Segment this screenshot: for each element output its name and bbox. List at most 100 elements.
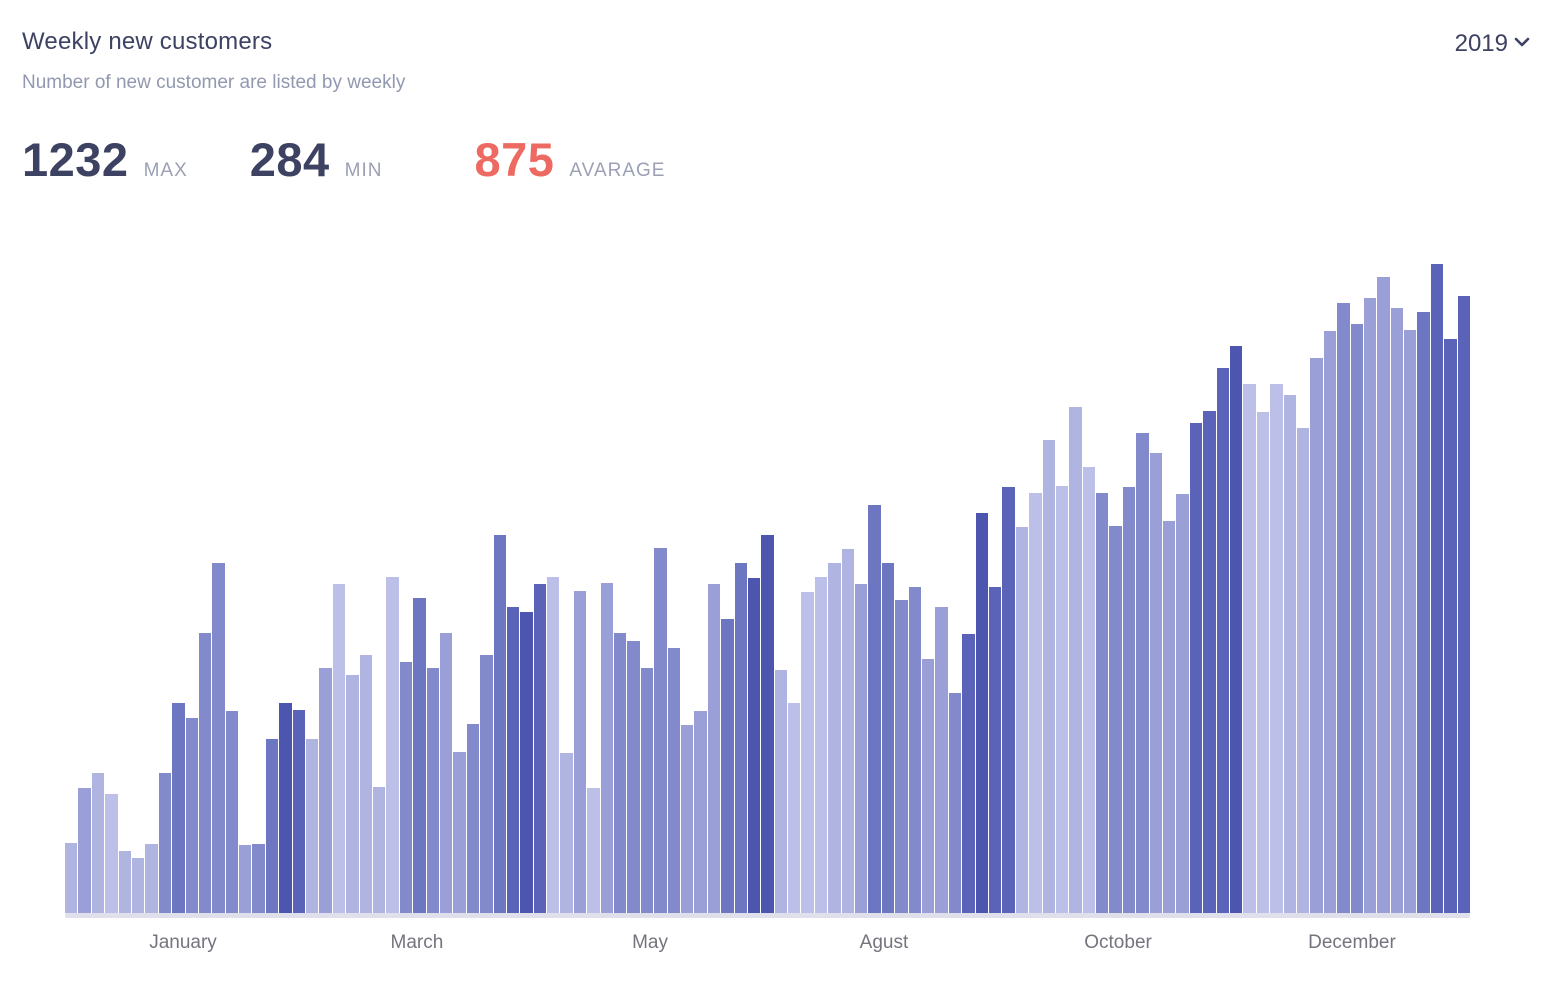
bar[interactable] <box>1229 346 1243 913</box>
bar[interactable] <box>1296 428 1310 913</box>
bar[interactable] <box>1377 277 1390 913</box>
bar[interactable] <box>1310 358 1323 913</box>
bar[interactable] <box>975 513 988 913</box>
bar[interactable] <box>185 718 198 913</box>
bar[interactable] <box>306 739 319 913</box>
bar[interactable] <box>212 563 225 913</box>
bar[interactable] <box>801 592 814 913</box>
bar[interactable] <box>158 773 172 913</box>
bar[interactable] <box>1283 395 1296 913</box>
bar[interactable] <box>988 587 1002 913</box>
bar[interactable] <box>1042 440 1055 913</box>
bar[interactable] <box>346 675 359 913</box>
bar[interactable] <box>841 549 855 913</box>
bar[interactable] <box>573 591 587 913</box>
bar[interactable] <box>399 662 413 913</box>
bar[interactable] <box>1136 433 1149 913</box>
bar[interactable] <box>466 724 480 913</box>
bar[interactable] <box>1189 423 1203 913</box>
bar[interactable] <box>533 584 547 913</box>
bar[interactable] <box>560 753 573 913</box>
bar[interactable] <box>654 548 667 913</box>
bar[interactable] <box>1096 493 1109 913</box>
bar[interactable] <box>493 535 506 913</box>
bar[interactable] <box>694 711 707 913</box>
bar[interactable] <box>506 607 520 913</box>
bar[interactable] <box>895 600 908 913</box>
bar[interactable] <box>372 787 386 913</box>
bar[interactable] <box>1337 303 1350 913</box>
bar[interactable] <box>707 584 721 913</box>
bar[interactable] <box>279 703 292 913</box>
bar[interactable] <box>225 711 239 913</box>
bar[interactable] <box>1015 527 1029 913</box>
bar[interactable] <box>868 505 881 913</box>
bar[interactable] <box>198 633 212 913</box>
bar[interactable] <box>78 788 91 913</box>
bar[interactable] <box>547 577 560 913</box>
bar[interactable] <box>292 710 306 913</box>
bar[interactable] <box>881 563 895 913</box>
bar[interactable] <box>1055 486 1069 913</box>
bar[interactable] <box>265 739 279 913</box>
bar[interactable] <box>453 752 466 913</box>
bar[interactable] <box>600 583 614 913</box>
bar[interactable] <box>1002 487 1015 913</box>
bar[interactable] <box>1430 264 1444 913</box>
bar[interactable] <box>413 598 426 913</box>
bar[interactable] <box>1176 494 1189 913</box>
bar[interactable] <box>1350 324 1363 913</box>
bar[interactable] <box>774 670 788 913</box>
bar[interactable] <box>145 844 158 913</box>
bar[interactable] <box>788 703 801 913</box>
year-dropdown[interactable]: 2019 <box>1455 28 1532 59</box>
bar[interactable] <box>1256 412 1270 913</box>
bar[interactable] <box>1149 453 1163 913</box>
bar[interactable] <box>386 577 399 913</box>
bar[interactable] <box>480 655 493 913</box>
bar[interactable] <box>935 607 948 913</box>
bar[interactable] <box>1029 493 1042 913</box>
bar[interactable] <box>922 659 935 913</box>
bar[interactable] <box>252 844 265 913</box>
bar[interactable] <box>439 633 453 913</box>
bar[interactable] <box>962 634 975 913</box>
bar[interactable] <box>814 577 828 913</box>
bar[interactable] <box>948 693 962 913</box>
bar[interactable] <box>1363 298 1377 913</box>
bar[interactable] <box>520 612 533 913</box>
bar[interactable] <box>91 773 105 913</box>
bar[interactable] <box>721 619 734 913</box>
bar[interactable] <box>1243 384 1256 913</box>
bar[interactable] <box>1109 526 1122 913</box>
bar[interactable] <box>855 584 868 913</box>
bar[interactable] <box>426 668 439 913</box>
bar[interactable] <box>1082 467 1096 913</box>
bar[interactable] <box>359 655 372 913</box>
bar[interactable] <box>65 843 78 913</box>
bar[interactable] <box>1390 308 1404 913</box>
bar[interactable] <box>828 563 841 913</box>
bar[interactable] <box>1417 312 1430 913</box>
bar[interactable] <box>1404 330 1417 913</box>
bar[interactable] <box>761 535 774 913</box>
bar[interactable] <box>239 845 252 913</box>
bar[interactable] <box>131 858 145 913</box>
bar[interactable] <box>172 703 185 913</box>
bar[interactable] <box>118 851 131 913</box>
bar[interactable] <box>747 578 761 913</box>
bar[interactable] <box>1444 339 1457 913</box>
bar[interactable] <box>1163 521 1176 913</box>
bar[interactable] <box>1203 411 1216 913</box>
bar[interactable] <box>680 725 694 913</box>
bar[interactable] <box>1216 368 1229 913</box>
bar[interactable] <box>332 584 346 913</box>
bar[interactable] <box>105 794 118 913</box>
bar[interactable] <box>734 563 747 913</box>
bar[interactable] <box>667 648 680 913</box>
bar[interactable] <box>640 668 654 913</box>
bar[interactable] <box>908 587 921 913</box>
bar[interactable] <box>1323 331 1337 913</box>
bar[interactable] <box>1122 487 1136 913</box>
bar[interactable] <box>587 788 600 913</box>
